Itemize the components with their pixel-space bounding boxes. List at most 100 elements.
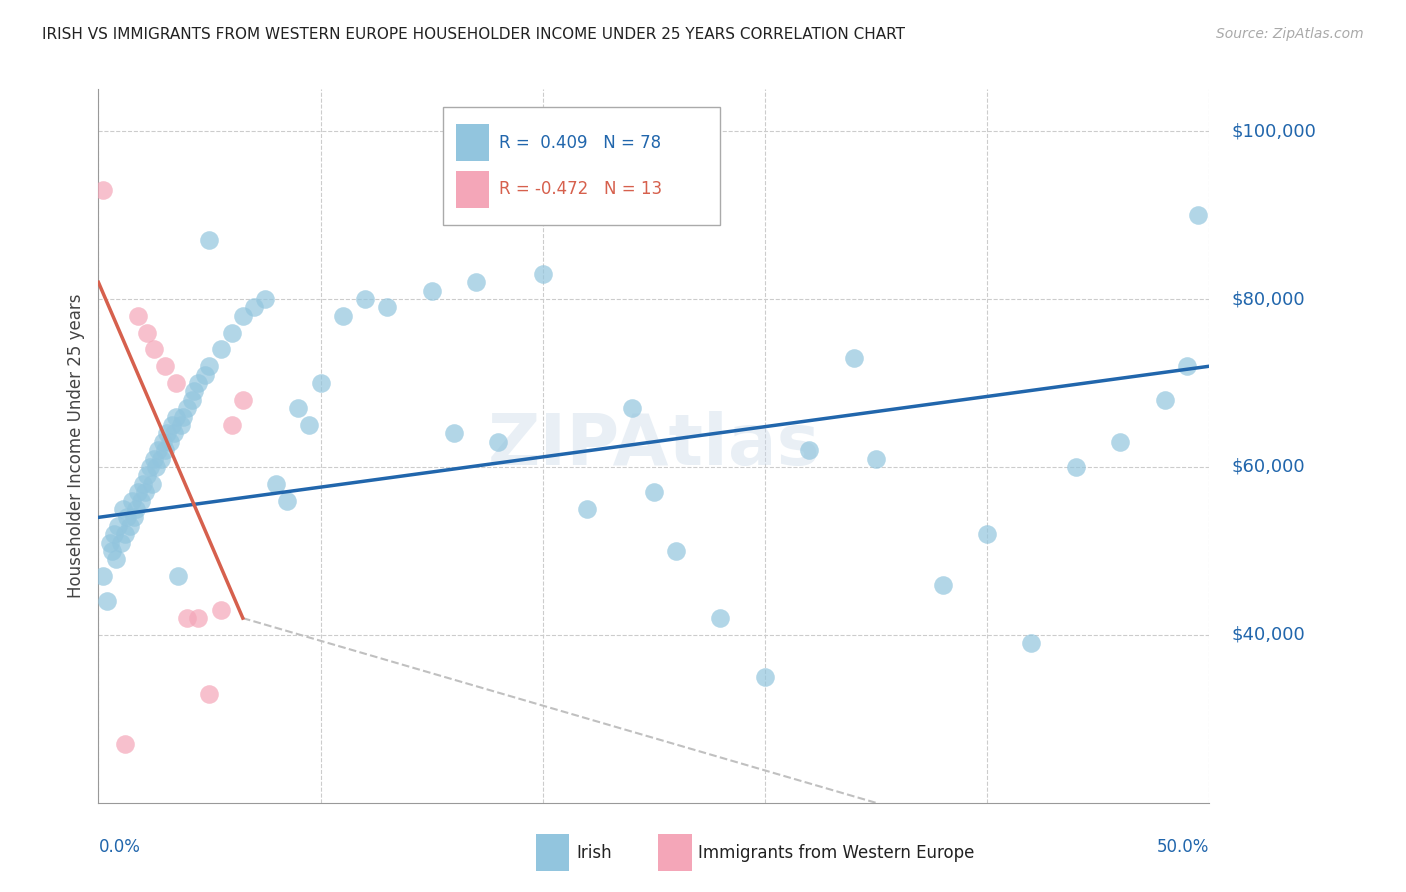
Point bbox=[187, 611, 209, 625]
Point bbox=[152, 434, 174, 449]
Point bbox=[221, 326, 243, 340]
Y-axis label: Householder Income Under 25 years: Householder Income Under 25 years bbox=[66, 293, 84, 599]
Point bbox=[709, 611, 731, 625]
Point bbox=[420, 284, 443, 298]
Point bbox=[1187, 208, 1209, 222]
Point bbox=[209, 343, 232, 357]
Point bbox=[138, 460, 160, 475]
Text: Immigrants from Western Europe: Immigrants from Western Europe bbox=[699, 844, 974, 862]
Point bbox=[198, 233, 221, 247]
Point bbox=[176, 611, 198, 625]
Point bbox=[100, 544, 122, 558]
Text: $60,000: $60,000 bbox=[1232, 458, 1305, 476]
Point bbox=[149, 451, 172, 466]
Point bbox=[169, 417, 191, 432]
Point bbox=[209, 603, 232, 617]
Point bbox=[620, 401, 643, 416]
Point bbox=[264, 476, 287, 491]
Text: $100,000: $100,000 bbox=[1232, 122, 1316, 140]
Text: R =  0.409   N = 78: R = 0.409 N = 78 bbox=[499, 134, 661, 152]
Point bbox=[114, 527, 136, 541]
Point bbox=[132, 476, 155, 491]
Point bbox=[465, 275, 488, 289]
Point bbox=[105, 552, 128, 566]
Point bbox=[165, 409, 187, 424]
Point bbox=[976, 527, 998, 541]
Point bbox=[375, 301, 398, 315]
Point bbox=[332, 309, 354, 323]
Point bbox=[1021, 636, 1043, 650]
Point bbox=[159, 434, 181, 449]
Text: IRISH VS IMMIGRANTS FROM WESTERN EUROPE HOUSEHOLDER INCOME UNDER 25 YEARS CORREL: IRISH VS IMMIGRANTS FROM WESTERN EUROPE … bbox=[42, 27, 905, 42]
Point bbox=[198, 687, 221, 701]
Point bbox=[125, 502, 148, 516]
Point bbox=[143, 451, 166, 466]
Point bbox=[176, 401, 198, 416]
Point bbox=[148, 443, 170, 458]
Point bbox=[221, 417, 243, 432]
Point bbox=[1064, 460, 1087, 475]
Point bbox=[103, 527, 125, 541]
Point bbox=[180, 392, 202, 407]
FancyBboxPatch shape bbox=[658, 834, 692, 871]
Point bbox=[91, 569, 114, 583]
Point bbox=[309, 376, 332, 390]
Point bbox=[243, 301, 266, 315]
FancyBboxPatch shape bbox=[456, 170, 489, 208]
Point bbox=[121, 493, 143, 508]
Point bbox=[276, 493, 298, 508]
Text: Source: ZipAtlas.com: Source: ZipAtlas.com bbox=[1216, 27, 1364, 41]
Point bbox=[865, 451, 887, 466]
Point bbox=[143, 343, 166, 357]
Point bbox=[443, 426, 465, 441]
Point bbox=[931, 577, 953, 591]
Point bbox=[110, 535, 132, 549]
Point bbox=[287, 401, 309, 416]
Point bbox=[153, 443, 176, 458]
Point bbox=[183, 384, 205, 399]
Point bbox=[799, 443, 821, 458]
Point bbox=[136, 326, 159, 340]
Point bbox=[107, 518, 129, 533]
Point bbox=[91, 183, 114, 197]
Point bbox=[194, 368, 217, 382]
Point bbox=[172, 409, 194, 424]
Point bbox=[145, 460, 167, 475]
Point bbox=[354, 292, 377, 306]
Point bbox=[127, 485, 149, 500]
Text: R = -0.472   N = 13: R = -0.472 N = 13 bbox=[499, 180, 662, 198]
Point bbox=[153, 359, 176, 374]
Point bbox=[165, 376, 187, 390]
FancyBboxPatch shape bbox=[456, 124, 489, 161]
Point bbox=[531, 267, 554, 281]
Text: $40,000: $40,000 bbox=[1232, 626, 1305, 644]
Point bbox=[1175, 359, 1198, 374]
Point bbox=[98, 535, 121, 549]
Point bbox=[1109, 434, 1132, 449]
FancyBboxPatch shape bbox=[443, 107, 720, 225]
Point bbox=[187, 376, 209, 390]
Point bbox=[114, 737, 136, 751]
Point bbox=[134, 485, 156, 500]
Point bbox=[298, 417, 321, 432]
Point bbox=[122, 510, 145, 524]
Point bbox=[136, 468, 159, 483]
FancyBboxPatch shape bbox=[536, 834, 569, 871]
Point bbox=[129, 493, 152, 508]
Text: ZIPAtlas: ZIPAtlas bbox=[488, 411, 820, 481]
Point bbox=[167, 569, 190, 583]
Point bbox=[754, 670, 776, 684]
Point bbox=[160, 417, 183, 432]
Text: 0.0%: 0.0% bbox=[98, 838, 141, 856]
Point bbox=[486, 434, 509, 449]
Point bbox=[643, 485, 665, 500]
Point bbox=[156, 426, 179, 441]
Point bbox=[198, 359, 221, 374]
Point bbox=[842, 351, 865, 365]
Text: $80,000: $80,000 bbox=[1232, 290, 1305, 308]
Point bbox=[232, 392, 254, 407]
Point bbox=[117, 510, 139, 524]
Point bbox=[96, 594, 118, 608]
Text: 50.0%: 50.0% bbox=[1157, 838, 1209, 856]
Point bbox=[141, 476, 163, 491]
